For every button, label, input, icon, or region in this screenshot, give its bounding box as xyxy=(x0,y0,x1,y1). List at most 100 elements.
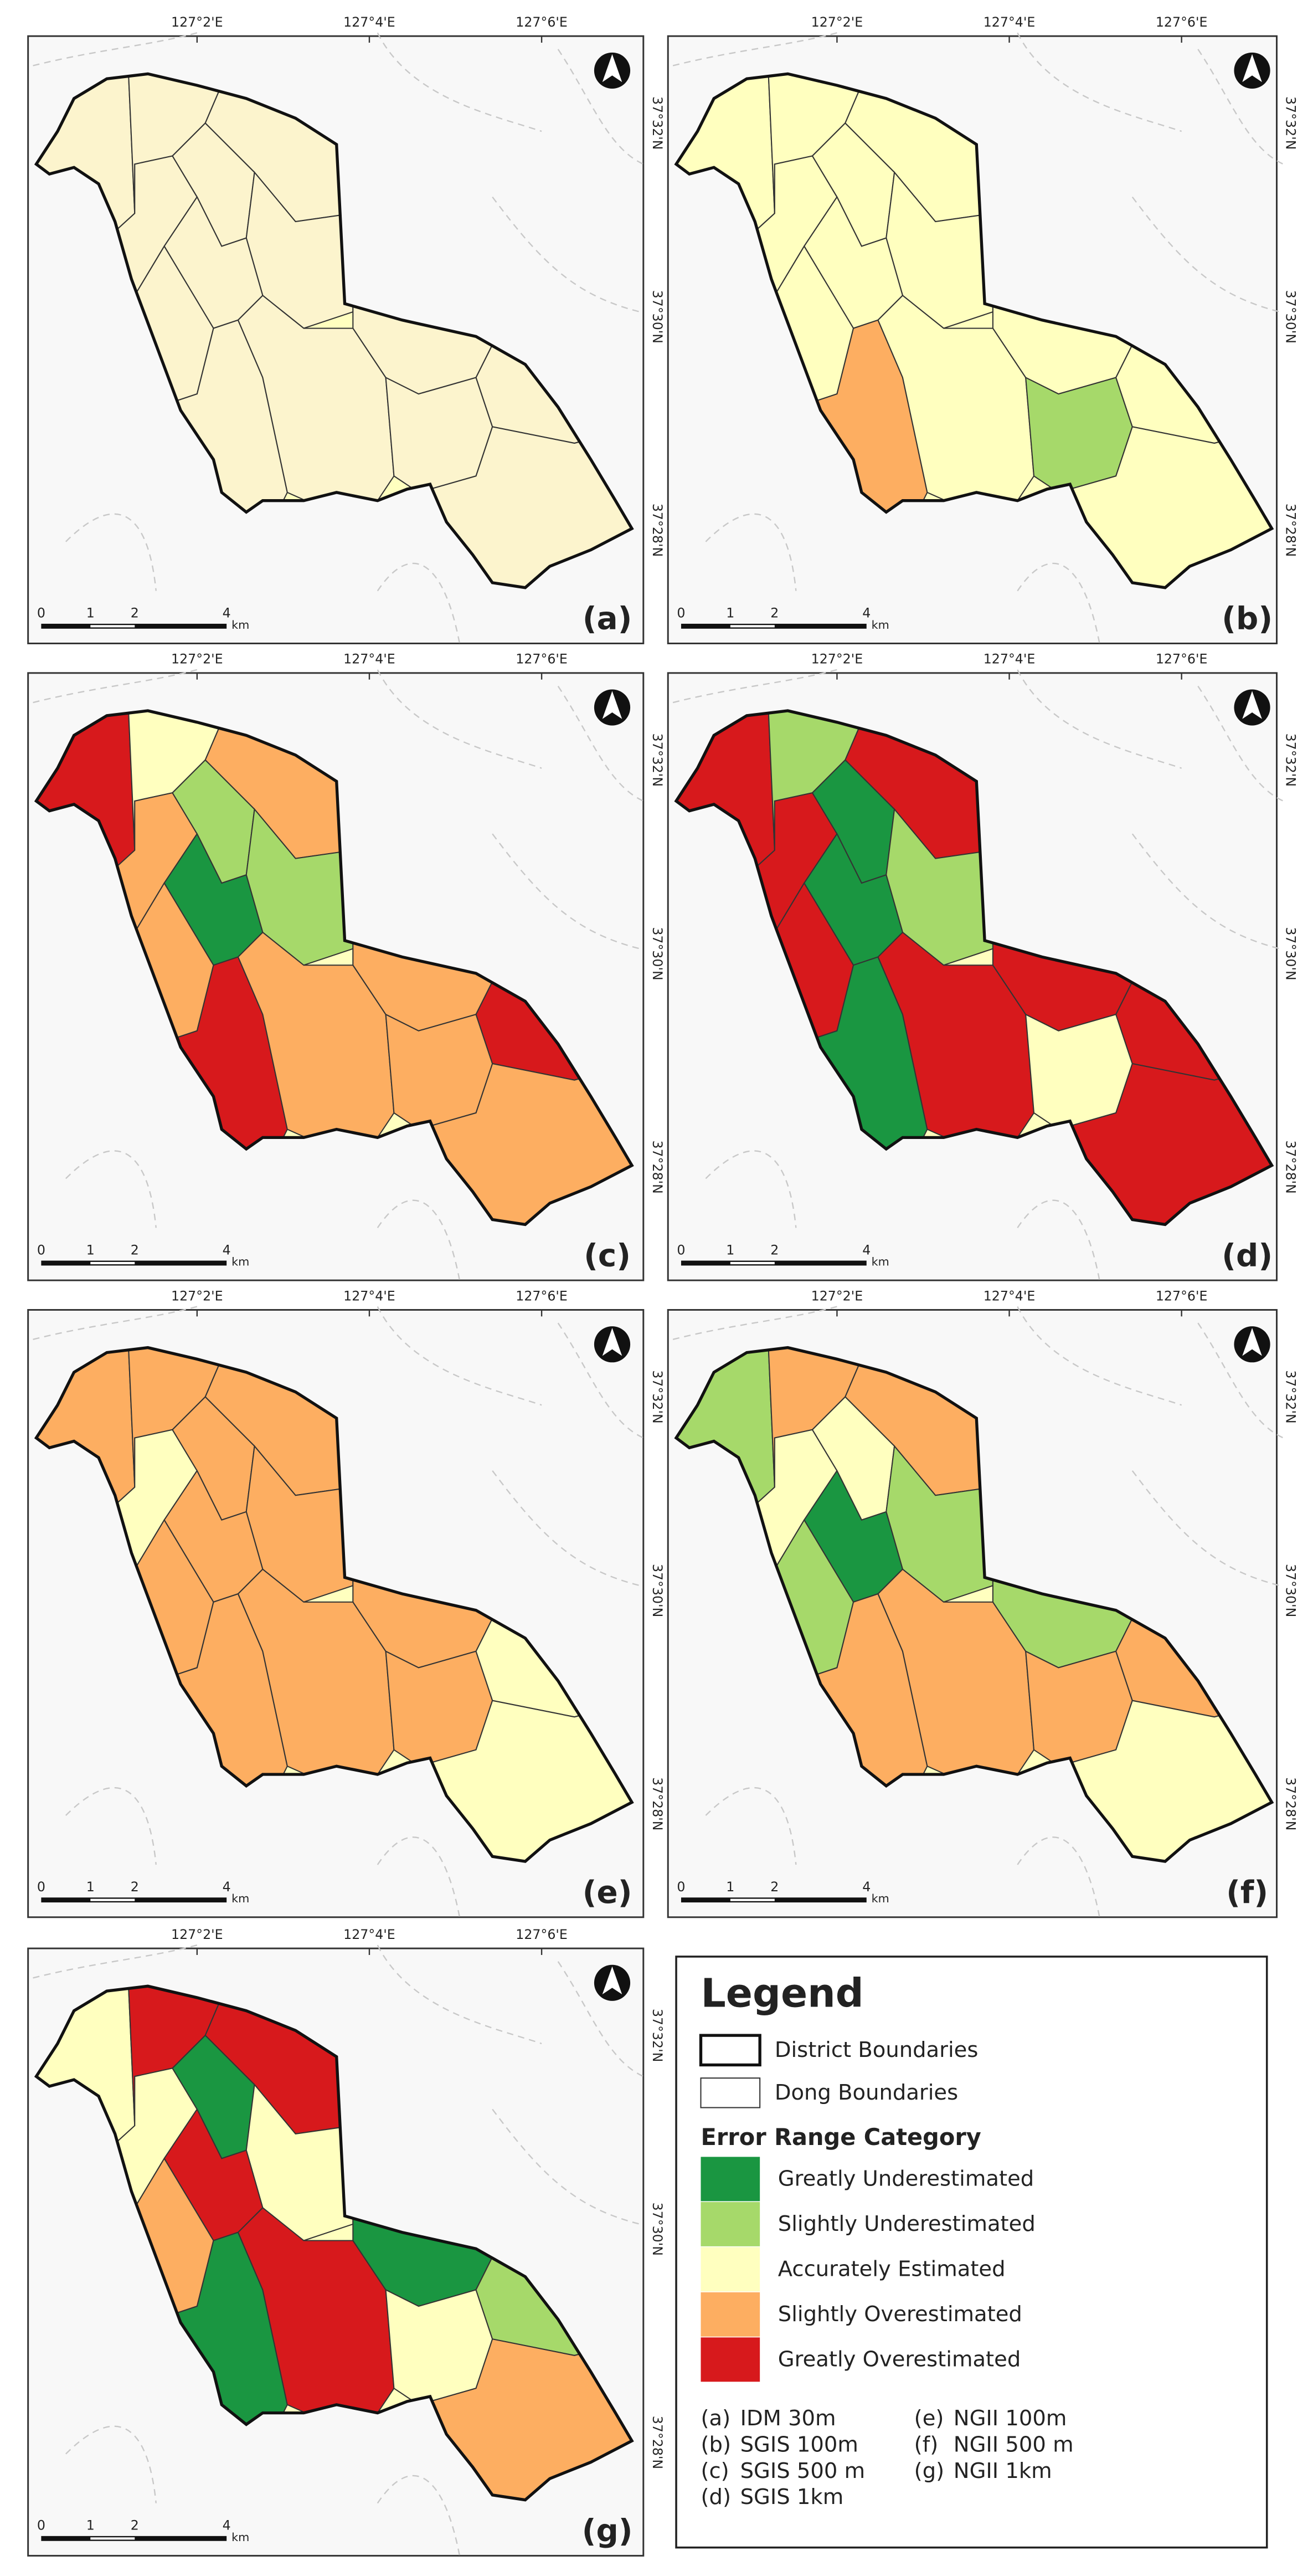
road xyxy=(33,1944,198,1979)
scale-unit: km xyxy=(872,618,889,632)
longitude-label: 127°6'E xyxy=(516,651,568,667)
district-boundary xyxy=(34,72,634,589)
road xyxy=(1017,32,1182,132)
road xyxy=(377,669,542,769)
map-panel: 127°2'E 127°4'E 127°6'E 37°32'N 37°30'N 37°28… xyxy=(27,1927,665,2557)
scale-label: 2 xyxy=(770,605,779,621)
road xyxy=(65,1150,157,1228)
map-panel: 127°2'E 127°4'E 127°6'E 37°32'N 37°30'N 37°28… xyxy=(27,1288,665,1918)
latitude-label: 37°32'N xyxy=(1283,733,1299,787)
source-name: NGII 1km xyxy=(954,2459,1052,2483)
road xyxy=(377,1199,461,1281)
road xyxy=(33,32,198,66)
scale-label: 2 xyxy=(770,1879,779,1895)
category-label: Greatly Overestimated xyxy=(778,2347,1021,2372)
category-label: Accurately Estimated xyxy=(778,2256,1006,2281)
district-swatch xyxy=(699,2034,761,2067)
scale-label: 1 xyxy=(86,2518,95,2533)
scale-unit: km xyxy=(231,618,249,632)
road xyxy=(1017,562,1100,644)
dong-swatch xyxy=(700,2077,761,2108)
source-key: (b) xyxy=(701,2432,731,2457)
scale-bar-white xyxy=(730,1261,775,1265)
scale-label: 0 xyxy=(677,1242,685,1258)
north-arrow-head xyxy=(1242,1328,1262,1356)
district-boundary xyxy=(674,72,1274,589)
longitude-label: 127°6'E xyxy=(516,1288,568,1304)
road xyxy=(1197,49,1284,165)
category-swatch xyxy=(701,2157,760,2202)
road xyxy=(377,2475,461,2556)
road xyxy=(377,562,461,644)
road xyxy=(65,2425,157,2503)
latitude-label: 37°32'N xyxy=(1283,1370,1299,1423)
road xyxy=(557,49,644,165)
scale-unit: km xyxy=(872,1892,889,1905)
road xyxy=(33,1306,198,1340)
scale-label: 2 xyxy=(131,1879,139,1895)
longitude-label: 127°4'E xyxy=(343,14,395,30)
source-key: (e) xyxy=(914,2406,944,2431)
category-label: Slightly Underestimated xyxy=(778,2211,1036,2236)
source-key: (a) xyxy=(701,2406,731,2431)
road xyxy=(492,2108,641,2225)
latitude-label: 37°28'N xyxy=(650,504,665,557)
scale-label: 2 xyxy=(131,2518,139,2533)
road xyxy=(1017,1836,1100,1918)
road xyxy=(1131,196,1280,313)
road xyxy=(672,1306,837,1340)
north-arrow-head xyxy=(602,691,622,719)
road xyxy=(557,685,644,802)
map-panel: 127°2'E 127°4'E 127°6'E 37°32'N 37°30'N 37°28… xyxy=(667,651,1299,1281)
road xyxy=(492,1470,641,1587)
category-swatch xyxy=(701,2202,760,2246)
scale-label: 4 xyxy=(862,1242,871,1258)
scale-bar-white xyxy=(90,1261,135,1265)
scale-label: 0 xyxy=(37,2518,45,2533)
panel-label: (b) xyxy=(1222,601,1273,637)
latitude-label: 37°28'N xyxy=(1283,1777,1299,1830)
map-panel: 127°2'E 127°4'E 127°6'E 37°32'N 37°30'N 37°28… xyxy=(27,651,665,1281)
road xyxy=(1017,1306,1182,1406)
road xyxy=(65,513,157,591)
latitude-label: 37°28'N xyxy=(650,1141,665,1194)
road xyxy=(557,1322,644,1439)
scale-label: 4 xyxy=(862,605,871,621)
longitude-label: 127°2'E xyxy=(811,1288,863,1304)
map-panel: 127°2'E 127°4'E 127°6'E 37°32'N 37°30'N 37°28… xyxy=(667,1288,1299,1918)
district-boundary xyxy=(674,1346,1274,1863)
scale-bar-white xyxy=(730,625,775,628)
source-name: SGIS 500 m xyxy=(740,2459,866,2483)
road xyxy=(1197,685,1284,802)
latitude-label: 37°28'N xyxy=(1283,504,1299,557)
scale-label: 1 xyxy=(726,1879,734,1895)
map-panels: 127°2'E 127°4'E 127°6'E 37°32'N 37°30'N 37°28… xyxy=(27,14,1299,2557)
district-boundary xyxy=(34,1346,634,1863)
source-name: IDM 30m xyxy=(740,2406,836,2431)
legend-title: Legend xyxy=(701,1971,864,2016)
panel-label: (e) xyxy=(583,1875,632,1911)
road xyxy=(672,32,837,66)
latitude-label: 37°28'N xyxy=(1283,1141,1299,1194)
district-boundary xyxy=(674,709,1274,1227)
source-name: NGII 100m xyxy=(954,2406,1067,2431)
road xyxy=(377,1836,461,1918)
longitude-label: 127°2'E xyxy=(811,14,863,30)
scale-label: 4 xyxy=(862,1879,871,1895)
longitude-label: 127°6'E xyxy=(516,1927,568,1942)
district-boundary xyxy=(34,1984,634,2502)
road xyxy=(1017,669,1182,769)
scale-label: 2 xyxy=(770,1242,779,1258)
panel-label: (d) xyxy=(1222,1238,1273,1274)
scale-label: 4 xyxy=(223,2518,231,2533)
scale-bar-white xyxy=(730,1898,775,1901)
scale-label: 2 xyxy=(131,1242,139,1258)
panel-label: (a) xyxy=(583,601,632,637)
latitude-label: 37°30'N xyxy=(650,927,665,980)
scale-label: 0 xyxy=(37,1242,45,1258)
source-name: SGIS 100m xyxy=(740,2432,858,2457)
latitude-label: 37°30'N xyxy=(1283,290,1299,343)
road xyxy=(492,196,641,313)
road xyxy=(705,1787,797,1865)
